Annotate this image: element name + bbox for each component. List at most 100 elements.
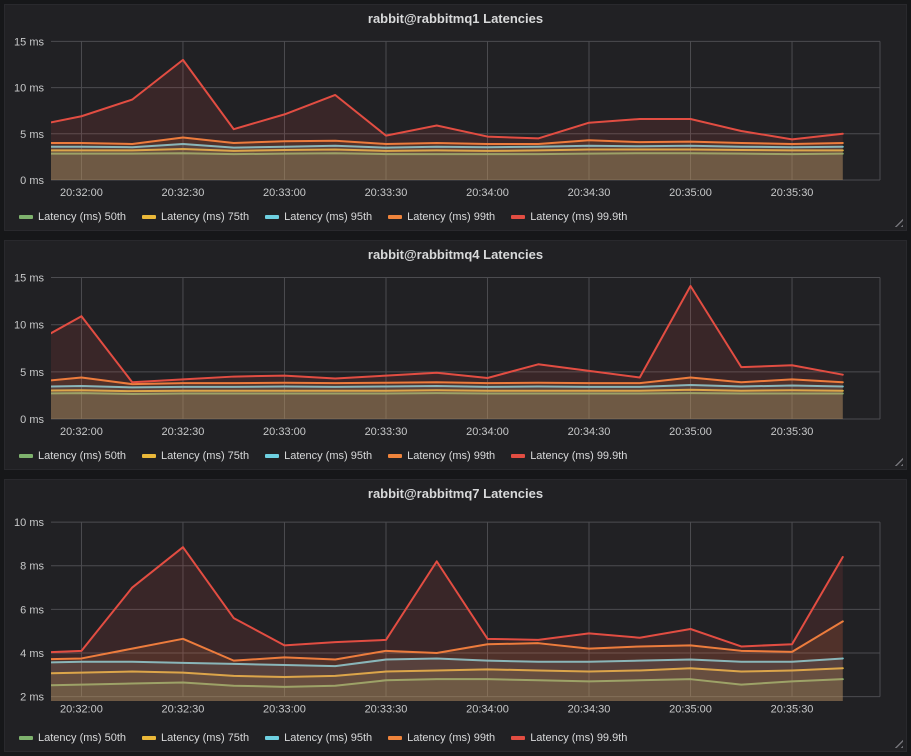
legend-swatch-icon <box>388 215 403 219</box>
x-axis-label: 20:34:30 <box>568 704 611 716</box>
legend-swatch-icon <box>19 215 33 219</box>
y-axis-label: 2 ms <box>20 692 44 704</box>
x-axis-label: 20:33:00 <box>263 704 306 716</box>
series-line <box>51 384 844 389</box>
legend-swatch-icon <box>511 454 526 458</box>
legend-item[interactable]: Latency (ms) 99th <box>388 732 495 744</box>
x-axis-label: 20:35:00 <box>669 426 712 438</box>
legend-swatch-icon <box>142 215 157 219</box>
legend-label: Latency (ms) 99.9th <box>530 211 628 223</box>
series-line <box>51 392 844 396</box>
legend-label: Latency (ms) 99th <box>407 450 496 462</box>
x-axis-label: 20:33:30 <box>365 704 408 716</box>
x-axis-label: 20:34:00 <box>466 426 509 438</box>
legend-item[interactable]: Latency (ms) 95th <box>265 211 372 223</box>
y-axis-label: 0 ms <box>20 175 44 187</box>
panel-resize-handle-icon[interactable] <box>894 218 903 227</box>
x-axis-label: 20:35:30 <box>771 426 814 438</box>
x-axis-label: 20:35:30 <box>771 704 814 716</box>
series-fill <box>51 286 843 419</box>
series-fill <box>51 385 843 419</box>
series-fill <box>51 143 843 180</box>
x-axis-label: 20:35:30 <box>771 187 814 199</box>
legend-label: Latency (ms) 50th <box>38 450 127 462</box>
panel-resize-handle-icon[interactable] <box>894 457 903 466</box>
y-axis-label: 10 ms <box>14 517 44 529</box>
latency-chart-rabbitmq1[interactable]: 0 ms 5 ms 10 ms 15 ms 20:32:00 20:32:30 20:33:… <box>11 29 900 206</box>
legend-rabbitmq4: Latency (ms) 50th Latency (ms) 75th Latenc… <box>11 445 900 467</box>
legend-swatch-icon <box>19 736 33 740</box>
legend-item[interactable]: Latency (ms) 95th <box>265 450 372 462</box>
panel-title-rabbitmq4[interactable]: rabbit@rabbitmq4 Latencies <box>367 247 544 262</box>
y-axis-label: 15 ms <box>14 36 44 48</box>
legend-label: Latency (ms) 75th <box>161 732 250 744</box>
y-axis-label: 5 ms <box>20 129 44 141</box>
grid-lines <box>51 40 881 181</box>
series-line <box>51 376 844 386</box>
panel-rabbitmq4: rabbit@rabbitmq4 Latencies 0 ms 5 ms 10 ms… <box>4 240 907 470</box>
legend-label: Latency (ms) 99.9th <box>530 732 628 744</box>
x-axis-label: 20:33:00 <box>263 426 306 438</box>
legend-swatch-icon <box>19 454 33 458</box>
legend-item[interactable]: Latency (ms) 50th <box>19 211 126 223</box>
panel-title-rabbitmq1[interactable]: rabbit@rabbitmq1 Latencies <box>367 11 544 26</box>
series-fill <box>51 393 843 419</box>
series-line <box>51 148 844 152</box>
series-fill <box>51 153 843 180</box>
legend-label: Latency (ms) 95th <box>284 211 373 223</box>
series-fill <box>51 149 843 180</box>
legend-item[interactable]: Latency (ms) 99th <box>388 211 495 223</box>
latency-chart-rabbitmq7[interactable]: 2 ms 4 ms 6 ms 8 ms 10 ms 20:32:00 20:32:30 20:… <box>11 504 900 727</box>
x-axis-label: 20:32:30 <box>162 187 205 199</box>
legend-item[interactable]: Latency (ms) 75th <box>142 732 249 744</box>
series-line <box>51 152 844 156</box>
legend-item[interactable]: Latency (ms) 99th <box>388 450 495 462</box>
panel-title-rabbitmq7[interactable]: rabbit@rabbitmq7 Latencies <box>367 486 544 501</box>
x-axis-label: 20:35:00 <box>669 704 712 716</box>
legend-item[interactable]: Latency (ms) 50th <box>19 732 126 744</box>
legend-item[interactable]: Latency (ms) 95th <box>265 732 372 744</box>
series-fill <box>51 389 843 419</box>
legend-label: Latency (ms) 50th <box>38 211 127 223</box>
plot-area[interactable] <box>31 58 844 180</box>
legend-item[interactable]: Latency (ms) 75th <box>142 211 249 223</box>
plot-area[interactable] <box>31 546 844 701</box>
series-line <box>51 142 844 149</box>
legend-swatch-icon <box>388 736 403 740</box>
legend-item[interactable]: Latency (ms) 75th <box>142 450 249 462</box>
series-fill <box>51 621 843 701</box>
series-line <box>51 667 844 678</box>
series-line <box>51 136 844 145</box>
legend-item[interactable]: Latency (ms) 99.9th <box>511 450 627 462</box>
series-line <box>51 620 844 662</box>
y-axis-label: 5 ms <box>20 367 44 379</box>
series-fill <box>51 377 843 419</box>
legend-label: Latency (ms) 99.9th <box>530 450 628 462</box>
x-axis-label: 20:33:30 <box>365 426 408 438</box>
y-axis-label: 10 ms <box>14 83 44 95</box>
x-axis-label: 20:34:00 <box>466 704 509 716</box>
legend-item[interactable]: Latency (ms) 50th <box>19 450 126 462</box>
legend-rabbitmq1: Latency (ms) 50th Latency (ms) 75th Latenc… <box>11 206 900 228</box>
legend-item[interactable]: Latency (ms) 99.9th <box>511 211 627 223</box>
axis-labels: 0 ms 5 ms 10 ms 15 ms 20:32:00 20:32:30 20:33:… <box>14 273 813 438</box>
y-axis-label: 15 ms <box>14 273 44 285</box>
legend-label: Latency (ms) 95th <box>284 450 373 462</box>
latency-chart-rabbitmq4[interactable]: 0 ms 5 ms 10 ms 15 ms 20:32:00 20:32:30 20:33:… <box>11 265 900 445</box>
legend-label: Latency (ms) 50th <box>38 732 127 744</box>
y-axis-label: 0 ms <box>20 414 44 426</box>
series-fill <box>51 547 843 701</box>
x-axis-label: 20:32:30 <box>162 426 205 438</box>
series-line <box>51 58 844 141</box>
series-line <box>51 388 844 393</box>
legend-swatch-icon <box>265 736 280 740</box>
legend-rabbitmq7: Latency (ms) 50th Latency (ms) 75th Latenc… <box>11 727 900 749</box>
x-axis-label: 20:33:30 <box>365 187 408 199</box>
panel-resize-handle-icon[interactable] <box>894 739 903 748</box>
panel-rabbitmq1: rabbit@rabbitmq1 Latencies 0 ms 5 ms 10 ms… <box>4 4 907 231</box>
legend-swatch-icon <box>511 736 526 740</box>
series-fill <box>51 59 843 180</box>
y-axis-label: 8 ms <box>20 561 44 573</box>
legend-item[interactable]: Latency (ms) 99.9th <box>511 732 627 744</box>
plot-area[interactable] <box>31 285 844 419</box>
